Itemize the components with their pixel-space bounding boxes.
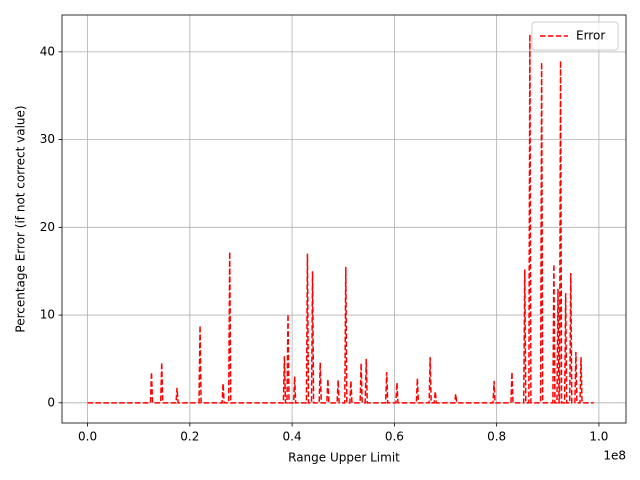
legend-box [531,21,619,51]
y-tick-label: 40 [40,44,55,58]
y-axis-label: Percentage Error (if not correct value) [14,105,28,332]
axes-frame [61,14,627,424]
x-tick-label: 0.0 [78,430,97,444]
x-tick-label: 0.4 [283,430,302,444]
y-tick-label: 0 [47,395,55,409]
y-tick-label: 30 [40,132,55,146]
x-tick-label: 0.2 [180,430,199,444]
x-axis-label: Range Upper Limit [288,451,400,465]
y-tick-label: 20 [40,220,55,234]
legend-label: Error [576,29,605,43]
x-tick-label: 1.0 [589,430,608,444]
x-offset-label: 1e8 [603,449,626,463]
x-tick-label: 0.8 [487,430,506,444]
series-line [87,34,594,404]
y-tick-label: 10 [40,308,55,322]
x-tick-label: 0.6 [385,430,404,444]
